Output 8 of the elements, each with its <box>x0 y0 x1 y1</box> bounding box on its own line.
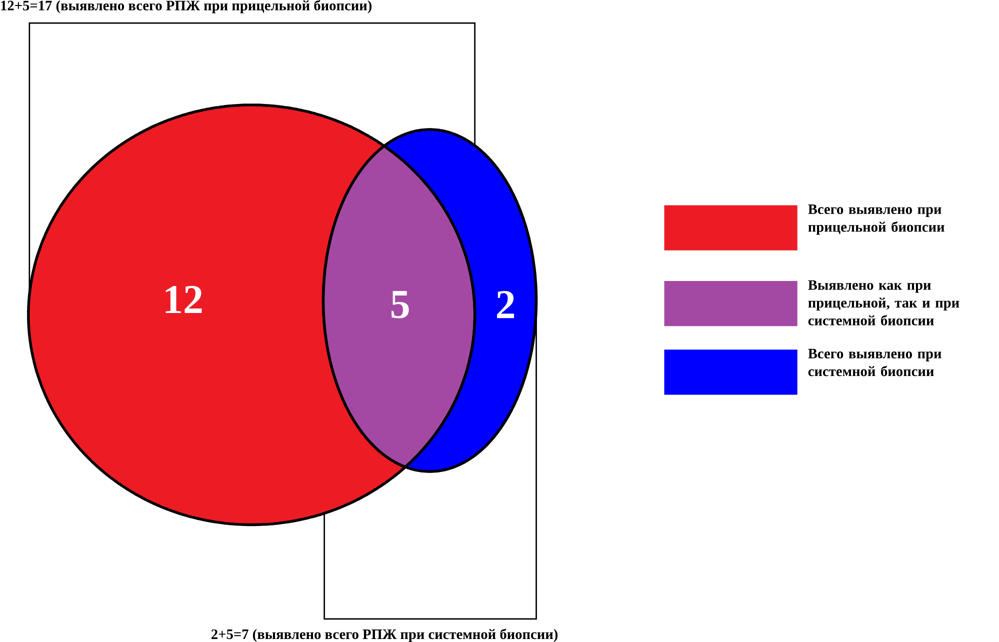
data-label: 12 <box>166 286 202 314</box>
data-label: 5 <box>391 290 409 318</box>
category-label: Всего выявлено при прицельной биопсии <box>808 204 944 235</box>
category-label: Всего выявлено при системной биопсии <box>808 348 942 376</box>
category-label: Выявлено как при прицельной, так и при системной биопсии <box>808 280 960 326</box>
text: 2+5=7 (выявлено всего РПЖ при системной биопсии) <box>212 628 558 642</box>
data-label: 2 <box>497 291 514 318</box>
text: 12+5=17 (выявлено всего РПЖ при прицельной биопсии) <box>1 0 372 14</box>
